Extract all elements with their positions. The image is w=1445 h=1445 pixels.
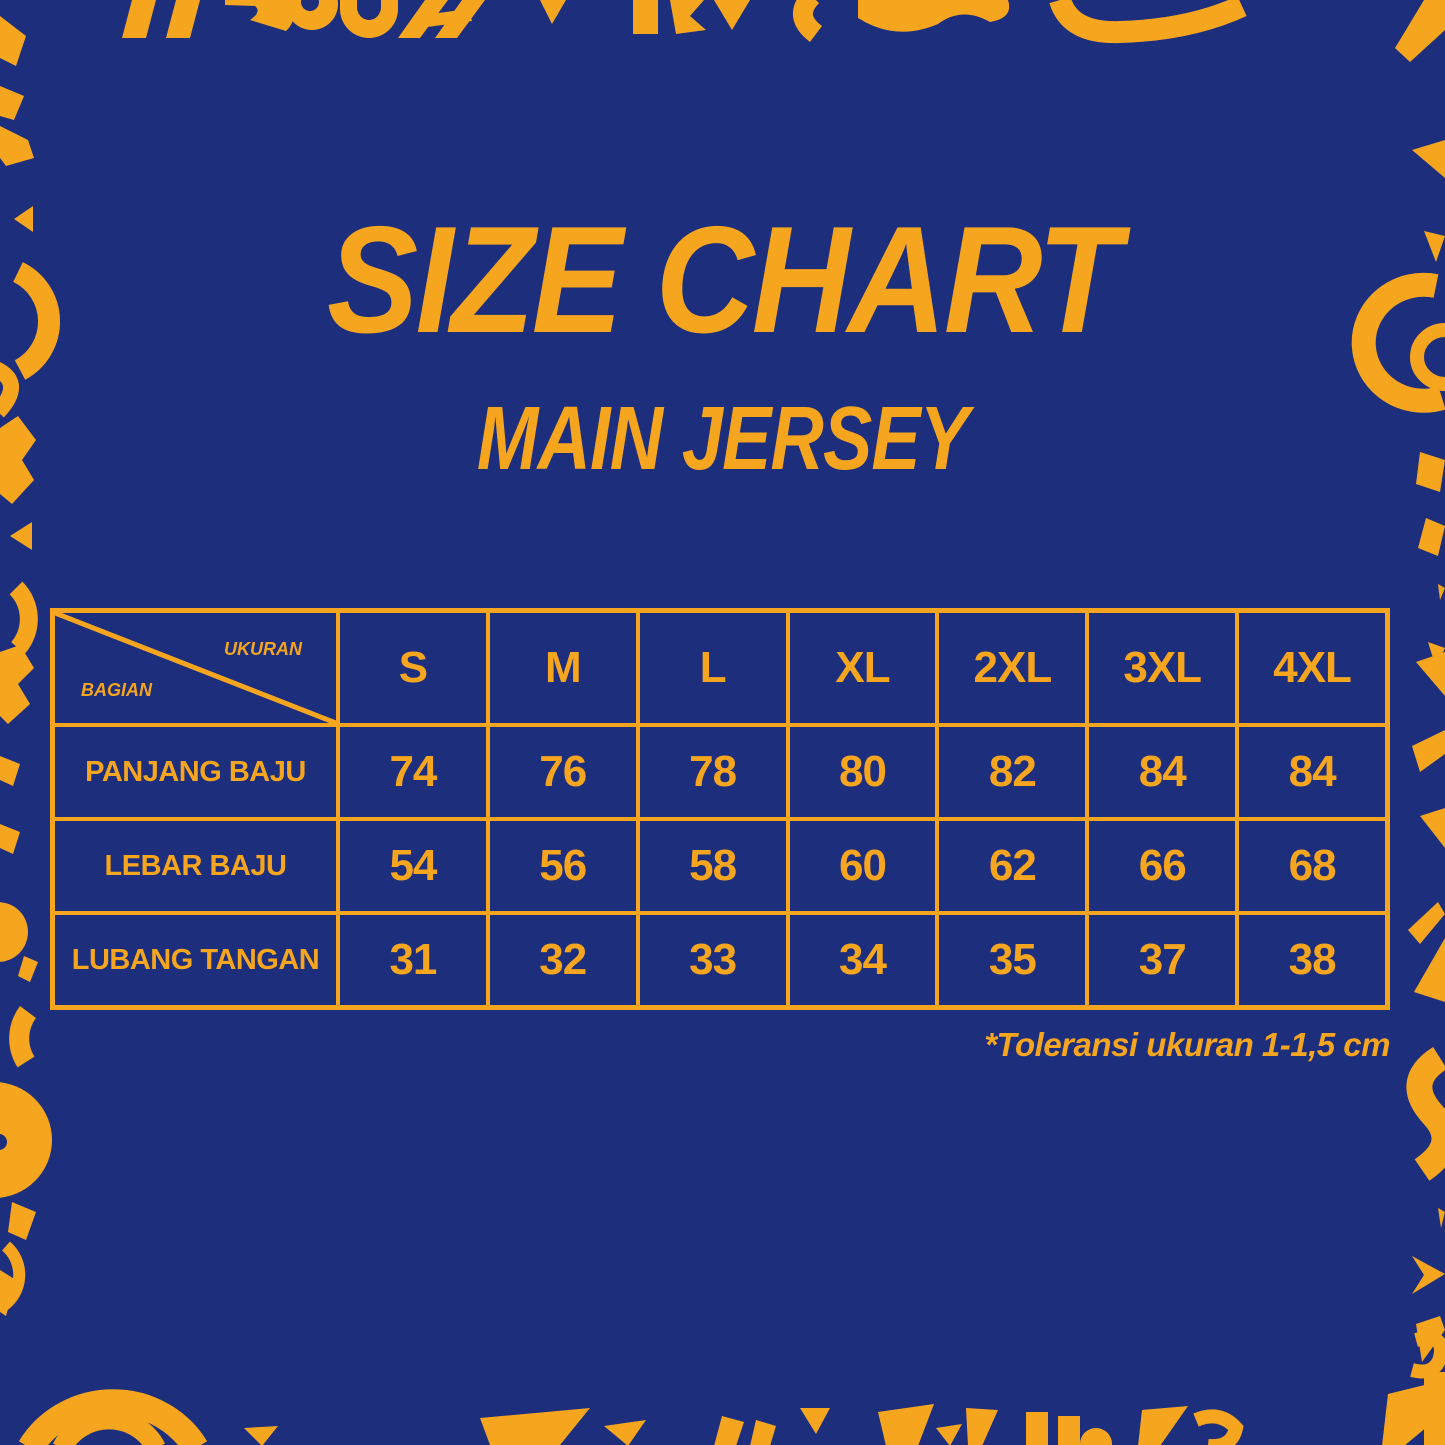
row-label-lubang-tangan: LUBANG TANGAN [55, 915, 336, 1005]
table-cell: 62 [939, 821, 1086, 911]
table-cell: 76 [489, 727, 636, 817]
column-header-4xl: 4XL [1239, 613, 1385, 723]
table-cell: 34 [789, 915, 936, 1005]
column-header-l: L [639, 613, 786, 723]
table-cell: 54 [340, 821, 486, 911]
size-chart-table: UKURAN BAGIAN S M L XL 2XL 3XL 4XL PANJA… [50, 608, 1390, 1010]
row-label-panjang-baju: PANJANG BAJU [55, 727, 336, 817]
page-subtitle: MAIN JERSEY [0, 394, 1445, 484]
column-header-2xl: 2XL [939, 613, 1086, 723]
table-cell: 66 [1089, 821, 1236, 911]
tolerance-note: *Toleransi ukuran 1-1,5 cm [984, 1026, 1390, 1063]
subtitle-text: MAIN JERSEY [476, 389, 969, 489]
doodle-top-edge [122, 0, 1445, 62]
column-header-s: S [340, 613, 486, 723]
corner-label-ukuran: UKURAN [224, 639, 302, 659]
table-cell: 35 [939, 915, 1086, 1005]
table-cell: 78 [639, 727, 786, 817]
table-cell: 31 [340, 915, 486, 1005]
table-cell: 84 [1239, 727, 1385, 817]
table-cell: 60 [789, 821, 936, 911]
table-cell: 80 [789, 727, 936, 817]
table-cell: 68 [1239, 821, 1385, 911]
table-cell: 82 [939, 727, 1086, 817]
corner-header-cell: UKURAN BAGIAN [55, 613, 336, 723]
doodle-bottom-edge [18, 1331, 1445, 1445]
table-cell: 33 [639, 915, 786, 1005]
title-text: SIZE CHART [326, 195, 1121, 365]
column-header-m: M [489, 613, 636, 723]
table-cell: 32 [489, 915, 636, 1005]
table-cell: 58 [639, 821, 786, 911]
page-title: SIZE CHART [0, 204, 1445, 356]
table-cell: 37 [1089, 915, 1236, 1005]
column-header-xl: XL [789, 613, 936, 723]
row-label-lebar-baju: LEBAR BAJU [55, 821, 336, 911]
table-cell: 38 [1239, 915, 1385, 1005]
column-header-3xl: 3XL [1089, 613, 1236, 723]
table-cell: 74 [340, 727, 486, 817]
diagonal-divider [55, 613, 336, 723]
table-cell: 84 [1089, 727, 1236, 817]
table-cell: 56 [489, 821, 636, 911]
corner-label-bagian: BAGIAN [81, 680, 152, 700]
